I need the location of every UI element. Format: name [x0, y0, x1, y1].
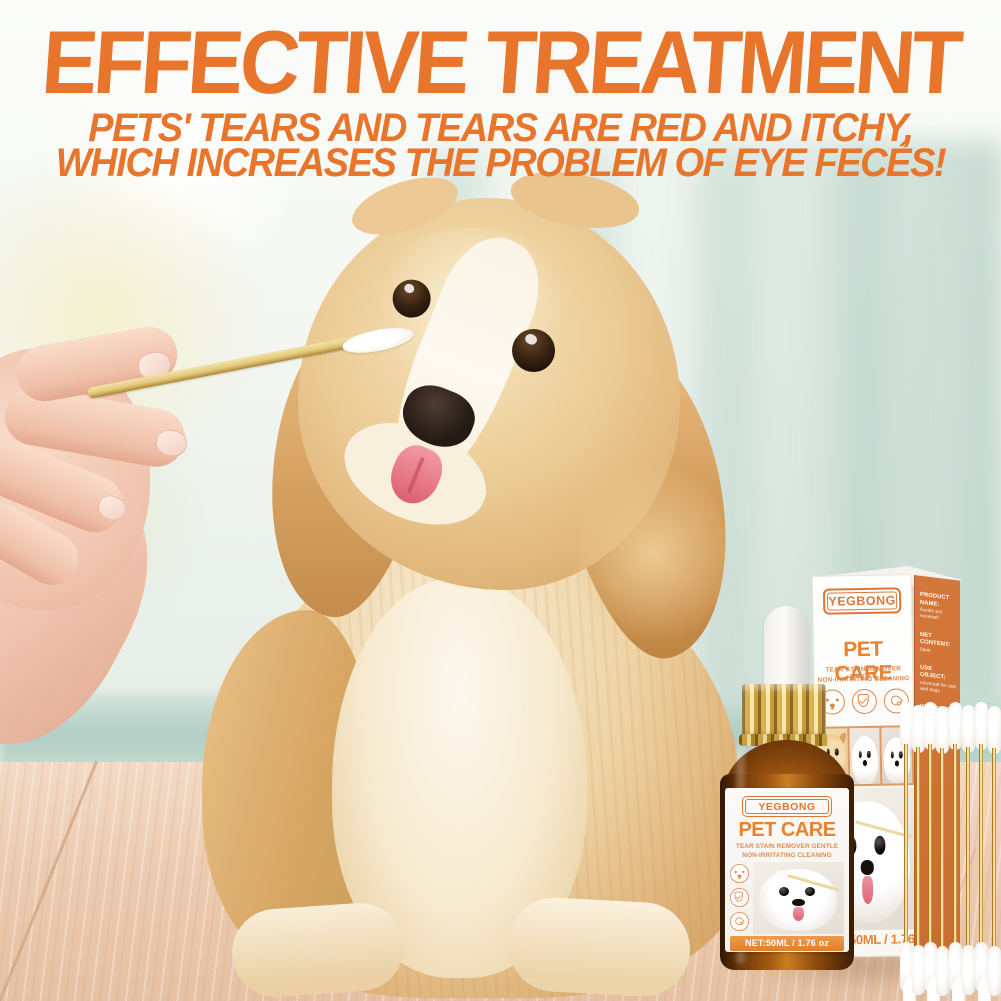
- dog-face-icon: [730, 864, 749, 883]
- cotton-swab-item: [962, 705, 975, 1001]
- bottle-product-title: PET CARE: [738, 819, 836, 841]
- bottle-gold-collar: [742, 684, 826, 740]
- cotton-swab-item: [975, 702, 991, 1001]
- shield-check-icon: [730, 888, 749, 907]
- cotton-swab-item: [988, 706, 1001, 1001]
- puppy-cheek: [578, 458, 728, 648]
- bottle-dropper-top: [764, 606, 808, 692]
- cotton-swab-item: [900, 702, 916, 1001]
- cotton-swab-item: [949, 702, 965, 1001]
- cotton-swab-item: [912, 705, 925, 1001]
- subheadline-line1: PETS' TEARS AND TEARS ARE RED AND ITCHY,: [88, 106, 914, 150]
- cotton-swab-item: [936, 706, 949, 1001]
- label-dog-photo: [753, 862, 844, 934]
- bottle-subtitle-line2: NON-IRRITATING CLEANING: [742, 852, 832, 859]
- headline: EFFECTIVE TREATMENT: [38, 13, 963, 113]
- bottle-subtitle-line1: TEAR STAIN REMOVER GENTLE: [735, 843, 839, 850]
- product-bottle: YEGBONG PET CARE TEAR STAIN REMOVER GENT…: [720, 606, 854, 986]
- product-box: YEGBONG PET CARE TEAR STAIN REMOVER GENT…: [811, 560, 963, 964]
- bottle-label: YEGBONG PET CARE TEAR STAIN REMOVER GENT…: [725, 788, 849, 952]
- puppy-photo: [180, 163, 760, 1001]
- puppy-paw: [229, 900, 407, 1000]
- bottle-net-content-band: NET:50ML / 1.76 oz: [730, 936, 844, 951]
- brand-logo: YEGBONG: [742, 796, 832, 817]
- puppy-paw: [505, 895, 693, 999]
- cotton-swabs-bundle: [900, 702, 1001, 1001]
- subheadline-line2: WHICH INCREASES THE PROBLEM OF EYE FECÉS…: [55, 141, 947, 185]
- water-drop-icon: [730, 912, 749, 931]
- puppy-eye-left: [386, 273, 437, 324]
- cotton-swab-item: [924, 702, 940, 1001]
- shield-check-icon: [851, 688, 877, 715]
